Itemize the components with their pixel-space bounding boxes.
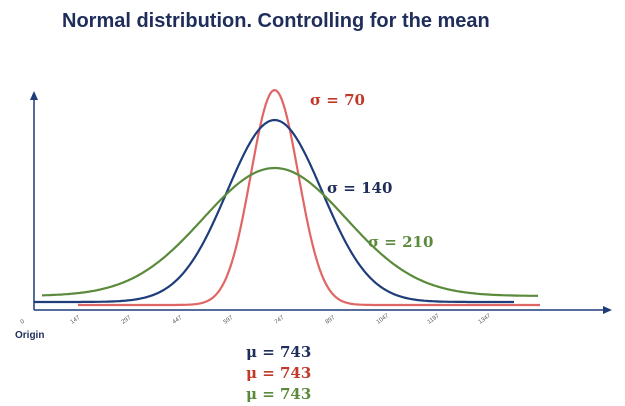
sigma-140-label: σ = 140 bbox=[327, 179, 392, 197]
mean-label-sigma-140: μ = 743 bbox=[246, 343, 311, 361]
x-tick-label: 597 bbox=[223, 315, 235, 326]
sigma-210-label: σ = 210 bbox=[368, 233, 433, 251]
curve-sigma-210 bbox=[41, 166, 539, 297]
x-tick-label: 1197 bbox=[427, 313, 442, 326]
mean-label-sigma-70: μ = 743 bbox=[246, 364, 311, 382]
x-axis-arrow bbox=[603, 306, 612, 314]
mean-label-sigma-210: μ = 743 bbox=[246, 385, 311, 403]
y-axis-arrow bbox=[30, 91, 38, 100]
x-tick-label: 0 bbox=[20, 318, 27, 325]
x-tick-label: 897 bbox=[325, 315, 337, 326]
sigma-70-label: σ = 70 bbox=[310, 91, 365, 109]
curves-group bbox=[34, 89, 540, 307]
x-tick-labels: 0 147 297 447 597 747 897 1047 1197 1347 bbox=[20, 313, 493, 326]
curve-sigma-140 bbox=[34, 118, 514, 304]
slide-title: Normal distribution. Controlling for the… bbox=[62, 10, 490, 32]
x-tick-label: 147 bbox=[70, 315, 82, 326]
x-tick-label: 1047 bbox=[376, 313, 391, 326]
x-tick-label: 447 bbox=[172, 315, 184, 326]
x-tick-label: 1347 bbox=[478, 313, 493, 326]
origin-label: Origin bbox=[15, 330, 44, 341]
curve-sigma-70 bbox=[78, 89, 540, 307]
x-tick-label: 297 bbox=[121, 315, 133, 326]
x-tick-label: 747 bbox=[274, 315, 286, 326]
